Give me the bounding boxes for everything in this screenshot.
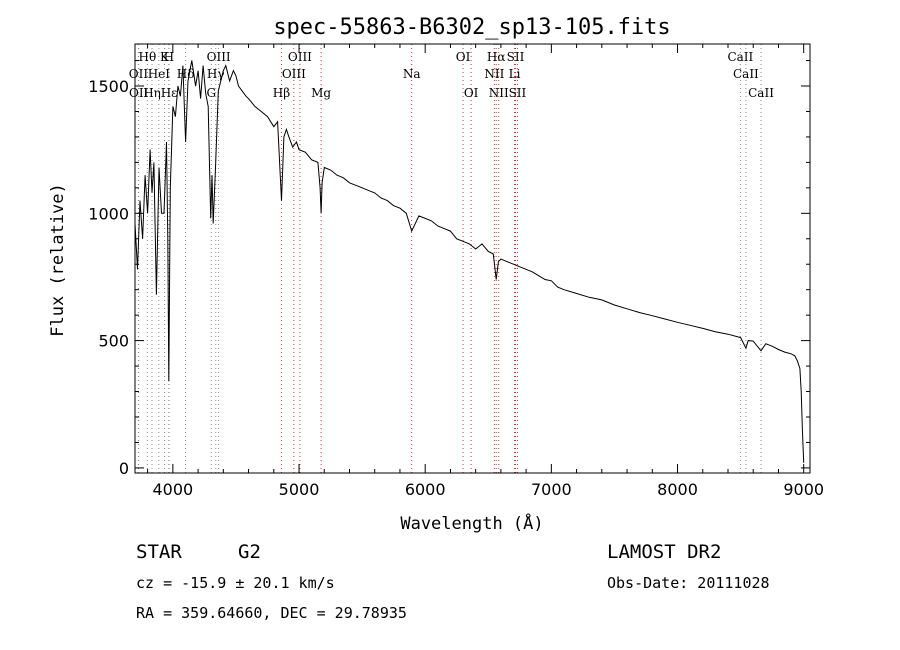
spectral-line-label: Hε — [161, 86, 178, 100]
spectral-line-label: NII — [484, 67, 504, 81]
survey-name: LAMOST DR2 — [607, 541, 722, 563]
spectral-line-label: OIII — [207, 50, 231, 64]
coordinates: RA = 359.64660, DEC = 29.78935 — [136, 604, 407, 622]
object-subclass: G2 — [238, 541, 261, 563]
spectral-line-label: Mg — [311, 86, 331, 100]
spectral-line-label: OII — [129, 67, 149, 81]
x-tick-label: 5000 — [279, 480, 320, 499]
x-tick-label: 4000 — [152, 480, 193, 499]
spectral-line-label: Hθ — [139, 50, 157, 64]
y-tick-label: 500 — [98, 332, 129, 351]
spectral-line-label: OI — [456, 50, 471, 64]
spectral-line-label: OI — [464, 86, 479, 100]
spectral-line-label: CaII — [748, 86, 774, 100]
x-tick-label: 8000 — [657, 480, 698, 499]
obs-date: Obs-Date: 20111028 — [607, 574, 770, 592]
spectral-line-label: SII — [507, 50, 525, 64]
spectral-line-label: SII — [509, 86, 527, 100]
y-tick-label: 1500 — [88, 77, 129, 96]
spectral-line-label: CaII — [733, 67, 759, 81]
spectral-line-label: Hδ — [177, 67, 195, 81]
spectral-line-label: OII — [129, 86, 149, 100]
x-tick-label: 9000 — [783, 480, 824, 499]
spectral-line-label: K — [160, 50, 170, 64]
spectral-line-label: Hβ — [273, 86, 290, 100]
spectral-line-label: G — [207, 86, 217, 100]
spectral-line-label: Na — [403, 67, 421, 81]
spectral-line-label: Hγ — [207, 67, 225, 81]
spectral-line-label: HeI — [148, 67, 171, 81]
x-axis-ticks: 4000 5000 6000 7000 8000 9000 — [147, 44, 824, 499]
y-axis-ticks: 0 500 1000 1500 — [88, 60, 810, 478]
y-tick-label: 1000 — [88, 204, 129, 223]
spectral-line-label: Hη — [143, 86, 161, 100]
spectral-line-label: NII — [489, 86, 509, 100]
y-tick-label: 0 — [119, 459, 129, 478]
y-axis-label: Flux (relative) — [48, 183, 68, 337]
spectral-line-label: Hα — [487, 50, 506, 64]
x-tick-label: 6000 — [405, 480, 446, 499]
spectral-line-label: Li — [509, 67, 521, 81]
spectral-line-label: OIII — [288, 50, 312, 64]
spectral-line-label: H — [164, 50, 174, 64]
redshift-readout: cz = -15.9 ± 20.1 km/s — [136, 574, 335, 592]
chart-title: spec-55863-B6302_sp13-105.fits — [273, 15, 670, 40]
object-class: STAR — [136, 541, 182, 563]
plot-frame — [134, 43, 811, 474]
x-tick-label: 7000 — [531, 480, 572, 499]
spectrum-series-line — [134, 60, 805, 463]
spectral-line-label: CaII — [727, 50, 753, 64]
spectral-line-label: OIII — [282, 67, 306, 81]
x-axis-label: Wavelength (Å) — [400, 512, 543, 534]
spectral-line-markers — [137, 44, 762, 473]
